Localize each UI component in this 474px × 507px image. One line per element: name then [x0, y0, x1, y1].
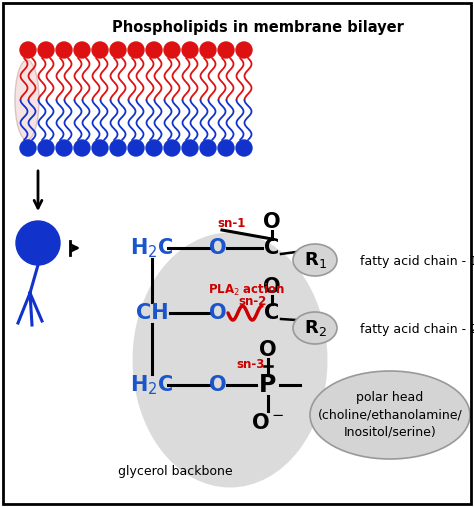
Circle shape: [38, 42, 54, 58]
Ellipse shape: [15, 60, 39, 140]
Text: O: O: [263, 212, 281, 232]
Circle shape: [38, 140, 54, 156]
Text: —: —: [226, 238, 246, 258]
Text: O: O: [209, 375, 227, 395]
Circle shape: [92, 42, 108, 58]
Circle shape: [164, 140, 180, 156]
Text: R$_1$: R$_1$: [303, 250, 327, 270]
Text: glycerol backbone: glycerol backbone: [118, 465, 232, 479]
Text: R$_2$: R$_2$: [304, 318, 327, 338]
Circle shape: [16, 221, 60, 265]
Text: polar head
(choline/ethanolamine/
Inositol/serine): polar head (choline/ethanolamine/ Inosit…: [318, 391, 462, 439]
Ellipse shape: [293, 244, 337, 276]
Text: sn-2: sn-2: [238, 295, 266, 308]
Text: fatty acid chain - 2: fatty acid chain - 2: [360, 323, 474, 337]
Text: —: —: [166, 238, 187, 258]
Ellipse shape: [310, 371, 470, 459]
Circle shape: [164, 42, 180, 58]
Circle shape: [74, 140, 90, 156]
Text: C: C: [264, 238, 280, 258]
Text: sn-1: sn-1: [218, 217, 246, 230]
Text: O: O: [209, 303, 227, 323]
Text: PLA$_2$ action: PLA$_2$ action: [208, 282, 285, 298]
Text: sn-3: sn-3: [236, 358, 264, 371]
Text: O$^-$: O$^-$: [251, 413, 285, 433]
Circle shape: [20, 140, 36, 156]
Circle shape: [146, 42, 162, 58]
Ellipse shape: [133, 233, 328, 488]
Circle shape: [20, 42, 36, 58]
Circle shape: [56, 140, 72, 156]
Circle shape: [200, 42, 216, 58]
Circle shape: [218, 140, 234, 156]
Text: H$_2$C: H$_2$C: [130, 236, 174, 260]
Circle shape: [200, 140, 216, 156]
Circle shape: [128, 140, 144, 156]
Text: O: O: [209, 238, 227, 258]
Text: C: C: [264, 303, 280, 323]
Circle shape: [92, 140, 108, 156]
Circle shape: [146, 140, 162, 156]
Text: fatty acid chain - 1: fatty acid chain - 1: [360, 256, 474, 269]
Text: O: O: [259, 340, 277, 360]
Text: H$_2$C: H$_2$C: [130, 373, 174, 397]
Circle shape: [128, 42, 144, 58]
Circle shape: [56, 42, 72, 58]
Circle shape: [236, 42, 252, 58]
Text: O: O: [263, 277, 281, 297]
Circle shape: [182, 140, 198, 156]
Circle shape: [182, 42, 198, 58]
Circle shape: [74, 42, 90, 58]
Circle shape: [110, 140, 126, 156]
Text: P: P: [259, 373, 277, 397]
Text: CH: CH: [136, 303, 168, 323]
Ellipse shape: [293, 312, 337, 344]
Circle shape: [110, 42, 126, 58]
Circle shape: [236, 140, 252, 156]
Circle shape: [218, 42, 234, 58]
Text: Phospholipids in membrane bilayer: Phospholipids in membrane bilayer: [112, 20, 404, 35]
